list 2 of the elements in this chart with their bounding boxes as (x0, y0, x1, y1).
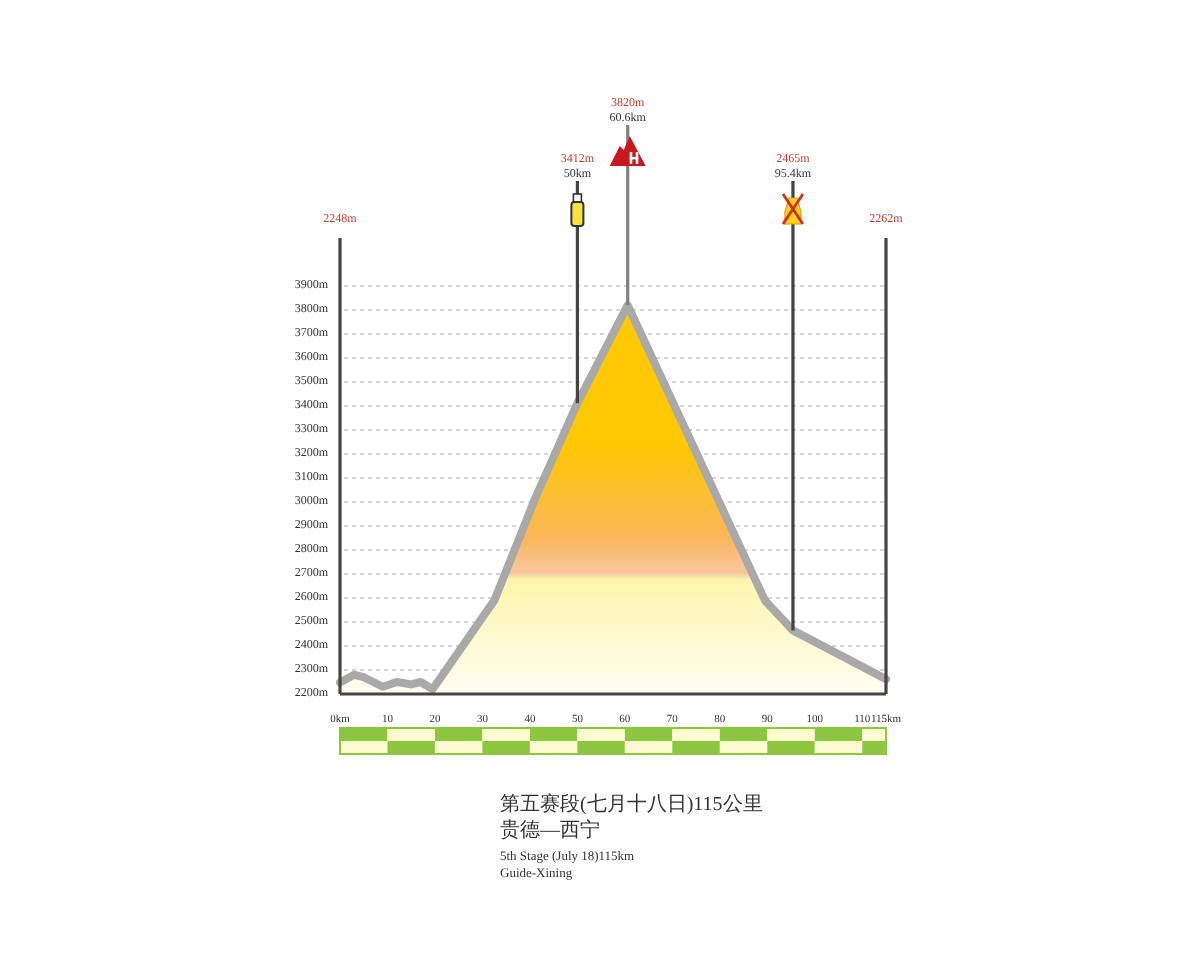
text: 贵德—西宁 (500, 818, 600, 842)
text: 第五赛段(七月十八日)115公里 (500, 792, 763, 816)
